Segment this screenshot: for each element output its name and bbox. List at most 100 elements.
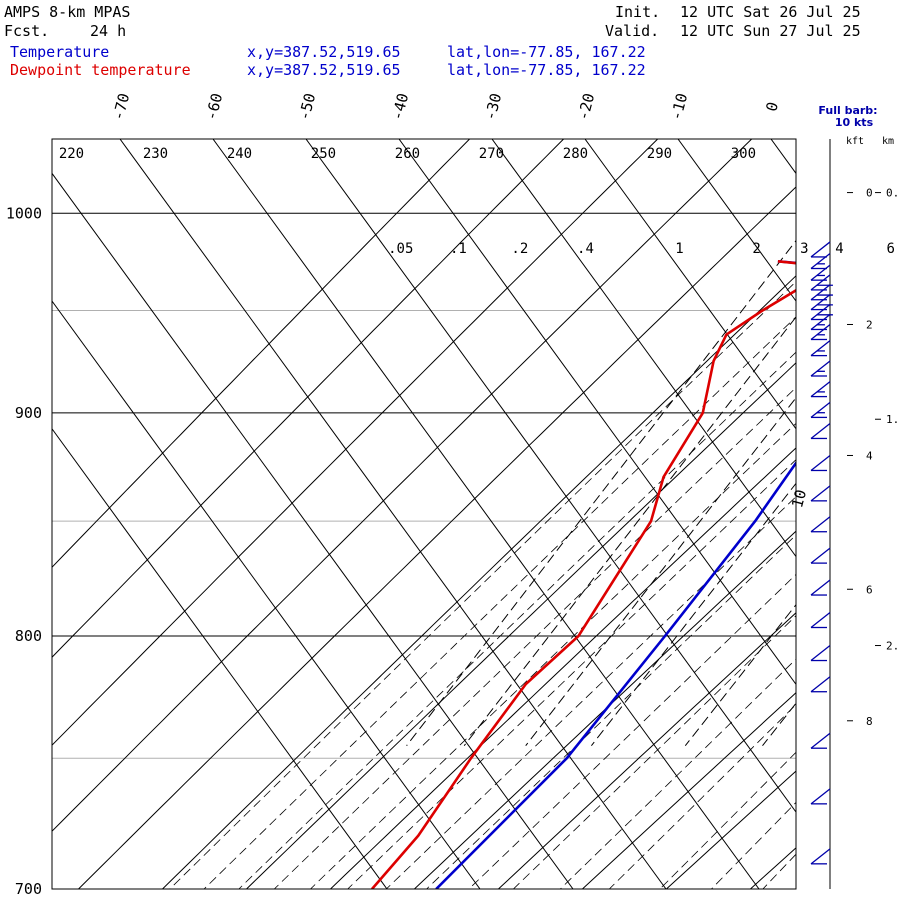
isotherm-line [305,139,796,813]
dewpoint-latlon: lat,lon=-77.85, 167.22 [447,61,646,79]
isotherm-label-right: 10 [788,488,810,510]
km-tick-label: 0. [886,187,899,200]
mixing-ratio-line [845,139,900,746]
mixing-ratio-label: 1 [675,241,683,257]
pressure-tick-label: 1000 [6,204,42,222]
legend-dewpoint: Dewpoint temperature [10,61,191,79]
dry-adiabat-line [414,530,796,889]
isotherm-label: -50 [295,91,319,122]
mixing-ratio-label: .1 [450,241,467,257]
moist-adiabat-line [513,615,796,889]
kft-tick-label: 2 [866,318,873,331]
dry-adiabat-line [78,186,796,889]
kft-tick-label: 4 [866,449,873,462]
diagram-grid [52,139,900,889]
dry-adiabat-line [498,612,796,889]
theta-label: 240 [227,146,252,162]
isotherm-label: -60 [202,91,226,122]
wind-barb [810,676,831,693]
sounding-profiles [371,260,796,889]
mixing-ratio-label: .2 [511,241,528,257]
pressure-tick-label: 900 [15,404,42,422]
mixing-ratio-line [591,482,796,747]
dry-adiabat-line [52,139,659,746]
theta-label: 270 [479,146,504,162]
dry-adiabat-line [582,692,796,889]
moist-adiabat-line [274,387,796,889]
km-tick-label: 2. [886,640,899,653]
wind-barb [810,422,831,440]
wind-barb [810,516,831,533]
theta-label: 260 [395,146,420,162]
dewpoint-profile [371,260,796,889]
km-tick-label: 1. [886,413,899,426]
valid-label: Valid. [605,22,660,40]
dry-adiabat-line [750,847,796,889]
plot-frame [51,138,797,890]
isotherm-line [584,139,796,430]
mixing-ratio-label: 3 [800,241,808,257]
isotherm-label: -70 [109,91,133,122]
wind-barb [810,401,831,419]
moist-adiabat-line [386,496,796,889]
isotherm-line [398,139,796,686]
height-axes: 0 2 4 6 8 0. 1. 2. [847,187,899,728]
wind-barb [810,547,831,564]
wind-barb [810,241,831,258]
wind-barb [810,381,831,398]
wind-barb-panel [810,139,833,889]
mixing-ratio-label: 6 [887,241,895,257]
theta-label: 220 [59,146,84,162]
temperature-xy: x,y=387.52,519.65 [247,43,401,61]
moist-adiabat-line [560,658,796,889]
mixing-ratio-line [762,702,796,747]
isotherm-label: -20 [574,91,598,122]
mixing-ratio-line [684,603,796,747]
isotherm-line [52,427,388,889]
wind-barb [810,645,831,662]
isotherm-line [677,139,796,302]
theta-label: 250 [311,146,336,162]
isotherm-label: 0 [762,100,782,113]
mixing-ratio-line [463,316,796,747]
barb-legend-line-2: 10 kts [835,116,874,129]
dry-adiabat-line [52,139,564,658]
wind-barb [810,611,831,629]
km-axis-title: km [882,136,894,147]
mixing-ratio-label: .05 [388,241,413,257]
wind-barb [810,579,831,596]
kft-tick-label: 6 [866,583,873,596]
isotherm-line [491,139,796,558]
dry-adiabat-line [666,770,796,889]
moist-adiabat-line [659,751,796,889]
dry-adiabat-line [330,447,796,889]
valid-time: 12 UTC Sun 27 Jul 25 [680,22,861,40]
barb-legend-line-1: Full barb: [818,104,877,117]
model-name: AMPS 8-km MPAS [4,3,131,21]
isotherm-label: -30 [481,91,505,122]
moist-adiabat-line [347,459,796,889]
wind-barb [810,340,831,357]
wind-barb [810,848,831,865]
wind-barb [810,323,831,341]
isotherm-label: -10 [667,91,691,122]
theta-label: 290 [647,146,672,162]
mixing-ratio-label: 4 [835,241,843,257]
dry-adiabat-line [246,362,796,889]
forecast-value: 24 h [90,22,127,40]
theta-label: 230 [143,146,168,162]
theta-label: 280 [563,146,588,162]
wind-barb [810,360,831,377]
wind-barb [810,252,831,270]
mixing-ratio-line [525,396,796,747]
pressure-tick-label: 800 [15,627,42,645]
kft-tick-label: 0 [866,187,873,200]
isotherm-line [212,139,760,889]
moist-adiabat-line [238,351,796,889]
kft-axis-title: kft [846,136,864,147]
theta-label: 300 [731,146,756,162]
moist-adiabat-line [203,316,796,889]
mixing-ratio-label: .4 [577,241,594,257]
dry-adiabat-line [162,275,796,889]
